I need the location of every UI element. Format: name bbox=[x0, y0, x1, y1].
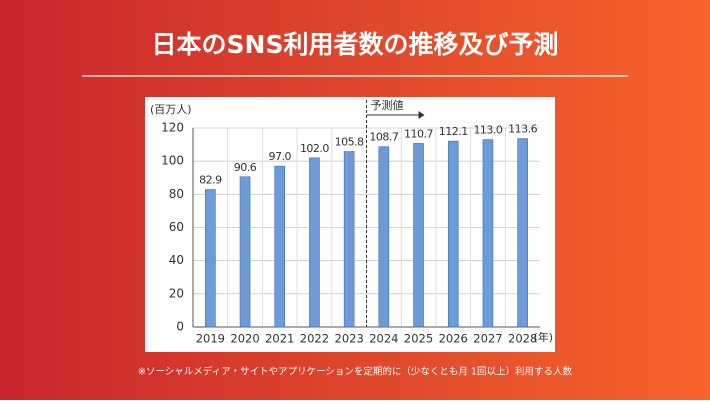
value-label: 108.7 bbox=[369, 131, 398, 144]
value-label: 110.7 bbox=[404, 127, 433, 140]
value-label: 105.8 bbox=[335, 136, 364, 149]
x-tick-label: 2019 bbox=[196, 332, 225, 346]
x-tick-label: 2023 bbox=[335, 332, 364, 346]
x-tick-label: 2027 bbox=[473, 332, 502, 346]
y-tick-label: 20 bbox=[169, 286, 184, 300]
value-label: 112.1 bbox=[439, 125, 468, 138]
x-tick-label: 2025 bbox=[404, 332, 433, 346]
x-tick-label: 2024 bbox=[369, 332, 398, 346]
bar bbox=[447, 140, 459, 328]
bar bbox=[343, 151, 355, 328]
value-label: 113.6 bbox=[508, 123, 537, 136]
annotation: 予測値 bbox=[371, 98, 404, 112]
y-tick-label: 60 bbox=[169, 220, 184, 234]
value-label: 90.6 bbox=[234, 161, 257, 174]
bar bbox=[517, 138, 528, 328]
x-tick-label: 2026 bbox=[439, 332, 468, 346]
x-tick-label: 2028 bbox=[508, 332, 537, 346]
y-axis-label: (百万人) bbox=[150, 103, 192, 116]
y-tick-label: 0 bbox=[176, 320, 184, 334]
bar bbox=[205, 189, 216, 328]
bar bbox=[309, 157, 320, 328]
x-axis-label: (年) bbox=[533, 330, 553, 344]
bar bbox=[482, 139, 494, 328]
annotation-arrowhead bbox=[418, 111, 425, 119]
y-tick-label: 80 bbox=[169, 187, 184, 201]
x-tick-label: 2021 bbox=[265, 332, 294, 346]
page-title: 日本のSNS利用者数の推移及び予測 bbox=[152, 30, 559, 59]
y-tick-label: 120 bbox=[161, 121, 184, 135]
value-label: 113.0 bbox=[473, 124, 502, 137]
value-label: 97.0 bbox=[269, 150, 292, 163]
y-tick-label: 40 bbox=[169, 253, 184, 267]
bar bbox=[413, 143, 424, 328]
footnote: ※ソーシャルメディア・サイトやアプリケーションを定期的に（少なくとも月 1回以上… bbox=[138, 366, 572, 378]
x-tick-label: 2022 bbox=[300, 332, 329, 346]
y-tick-label: 100 bbox=[161, 154, 184, 168]
x-tick-label: 2020 bbox=[230, 332, 259, 346]
value-label: 102.0 bbox=[300, 142, 329, 155]
bar bbox=[378, 146, 390, 328]
bar bbox=[274, 165, 286, 328]
bar bbox=[239, 176, 251, 328]
value-label: 82.9 bbox=[199, 174, 222, 187]
